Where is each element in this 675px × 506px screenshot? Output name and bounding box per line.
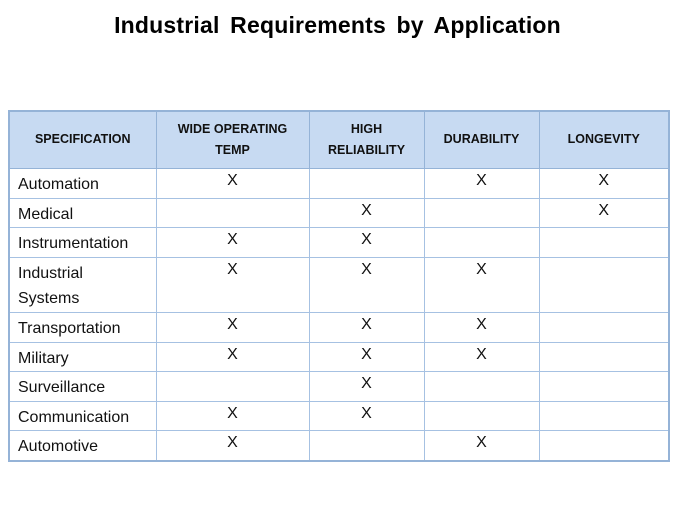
mark-cell-military-durability: X [423, 341, 540, 373]
row-label-automation: Automation [8, 168, 157, 199]
mark-cell-transportation-wide-operating-temp: X [155, 311, 310, 343]
table-row-automotive: Automotive X X [8, 430, 670, 462]
table-row-industrial-systems: Industrial Systems X X X [8, 256, 670, 313]
mark-cell-surveillance-high-reliability: X [308, 371, 425, 402]
mark-cell-instrumentation-high-reliability: X [308, 227, 425, 258]
mark-cell-surveillance-longevity [538, 371, 670, 402]
mark-cell-surveillance-wide-operating-temp [155, 371, 310, 402]
mark-cell-instrumentation-longevity [538, 227, 670, 258]
mark-cell-military-longevity [538, 341, 670, 373]
mark-cell-medical-wide-operating-temp [155, 197, 310, 229]
mark-cell-industrial-systems-longevity [538, 256, 670, 313]
mark-cell-communication-wide-operating-temp: X [155, 400, 310, 432]
mark-cell-automation-durability: X [423, 168, 540, 199]
mark-cell-industrial-systems-durability: X [423, 256, 540, 313]
mark-cell-automotive-wide-operating-temp: X [155, 430, 310, 462]
column-header-durability: DURABILITY [423, 110, 540, 169]
mark-cell-transportation-durability: X [423, 311, 540, 343]
mark-cell-industrial-systems-high-reliability: X [308, 256, 425, 313]
mark-cell-automation-high-reliability [308, 168, 425, 199]
table-header-row: SPECIFICATION WIDE OPERATING TEMP HIGH REL… [8, 110, 670, 169]
table-row-automation: Automation X X X [8, 168, 670, 199]
mark-cell-surveillance-durability [423, 371, 540, 402]
mark-cell-industrial-systems-wide-operating-temp: X [155, 256, 310, 313]
requirements-table: SPECIFICATION WIDE OPERATING TEMP HIGH REL… [8, 110, 670, 462]
row-label-military: Military [8, 341, 157, 373]
row-label-medical: Medical [8, 197, 157, 229]
mark-cell-communication-longevity [538, 400, 670, 432]
column-header-longevity: LONGEVITY [538, 110, 670, 169]
row-label-communication: Communication [8, 400, 157, 432]
row-label-transportation: Transportation [8, 311, 157, 343]
row-label-industrial-systems: Industrial Systems [8, 256, 157, 313]
mark-cell-instrumentation-wide-operating-temp: X [155, 227, 310, 258]
column-header-high-reliability: HIGH RELIABILITY [308, 110, 425, 169]
mark-cell-transportation-longevity [538, 311, 670, 343]
column-header-wide-operating-temp: WIDE OPERATING TEMP [155, 110, 310, 169]
table-row-communication: Communication X X [8, 400, 670, 432]
mark-cell-instrumentation-durability [423, 227, 540, 258]
mark-cell-transportation-high-reliability: X [308, 311, 425, 343]
mark-cell-military-high-reliability: X [308, 341, 425, 373]
table-row-medical: Medical X X [8, 197, 670, 229]
mark-cell-medical-high-reliability: X [308, 197, 425, 229]
mark-cell-automation-longevity: X [538, 168, 670, 199]
mark-cell-communication-high-reliability: X [308, 400, 425, 432]
row-label-instrumentation: Instrumentation [8, 227, 157, 258]
mark-cell-communication-durability [423, 400, 540, 432]
row-label-surveillance: Surveillance [8, 371, 157, 402]
page-title: Industrial Requirements by Application [114, 12, 561, 38]
mark-cell-automotive-durability: X [423, 430, 540, 462]
table-row-surveillance: Surveillance X [8, 371, 670, 402]
mark-cell-military-wide-operating-temp: X [155, 341, 310, 373]
mark-cell-medical-longevity: X [538, 197, 670, 229]
row-label-automotive: Automotive [8, 430, 157, 462]
table-row-military: Military X X X [8, 341, 670, 373]
mark-cell-automotive-high-reliability [308, 430, 425, 462]
mark-cell-automation-wide-operating-temp: X [155, 168, 310, 199]
mark-cell-automotive-longevity [538, 430, 670, 462]
table-row-instrumentation: Instrumentation X X [8, 227, 670, 258]
column-header-specification: SPECIFICATION [8, 110, 157, 169]
mark-cell-medical-durability [423, 197, 540, 229]
table-row-transportation: Transportation X X X [8, 311, 670, 343]
